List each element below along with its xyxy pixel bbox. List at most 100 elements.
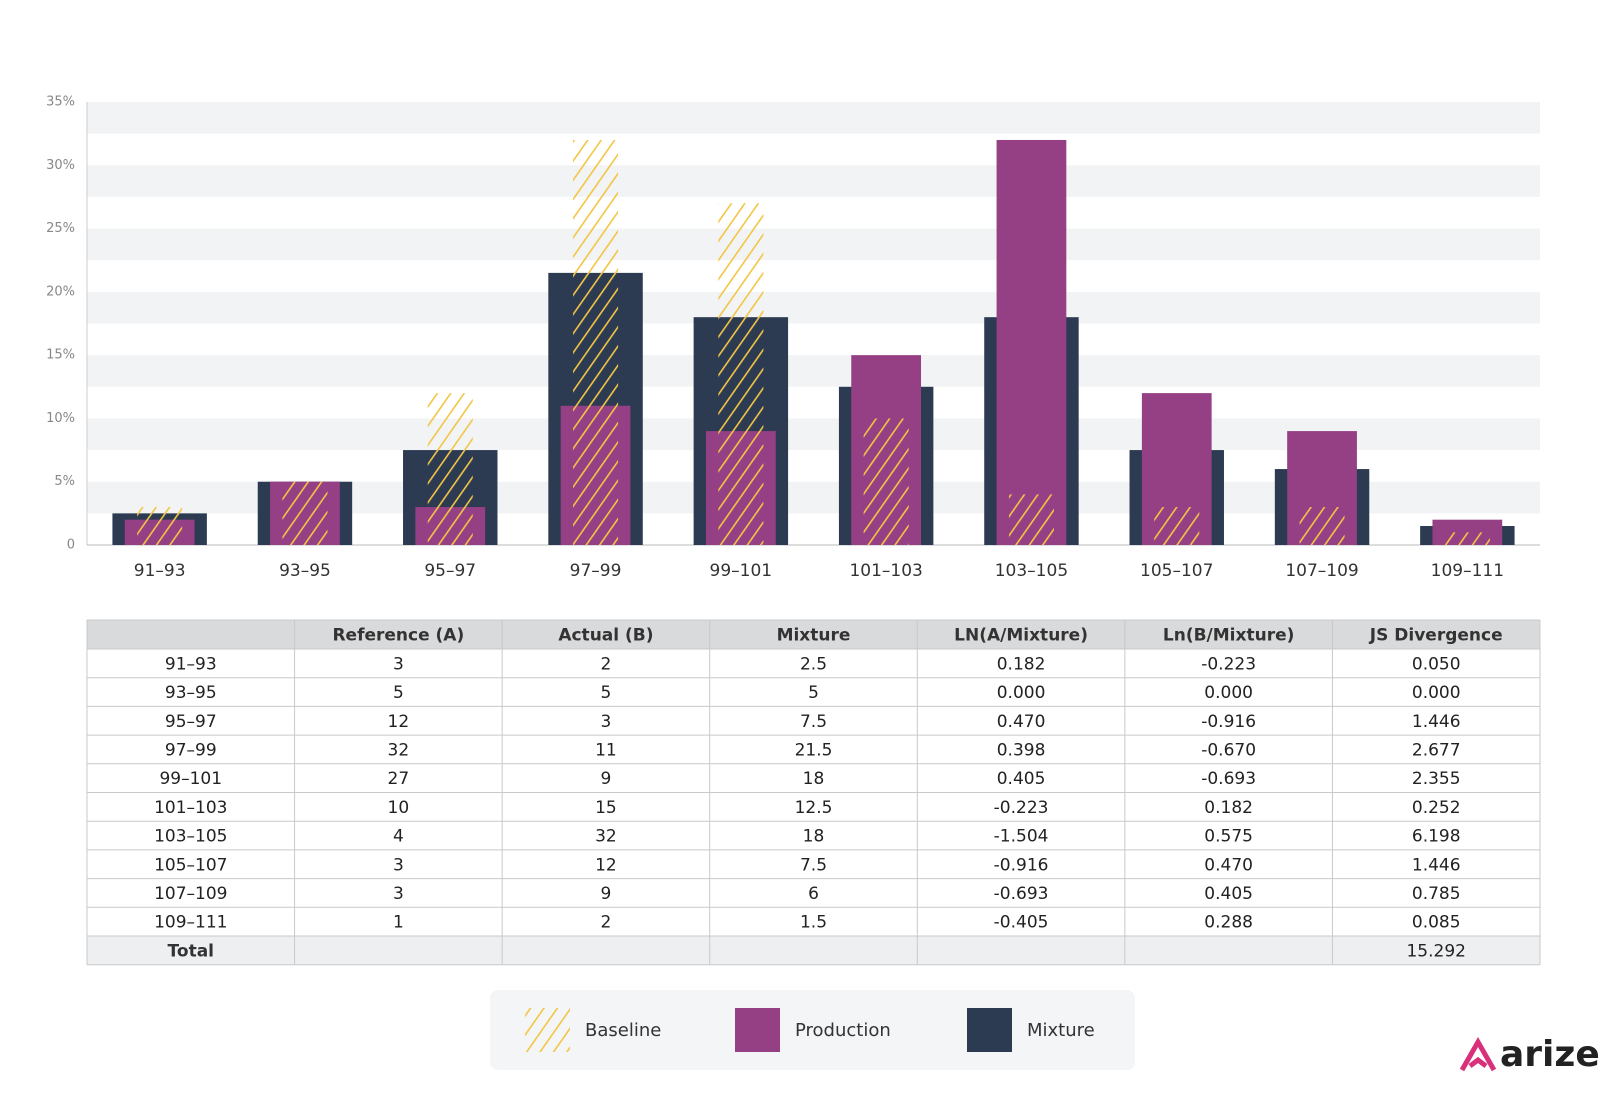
bar [1008, 494, 1054, 545]
table-cell: -0.223 [994, 798, 1049, 818]
table-cell: 12 [595, 855, 617, 875]
table-cell: 99–101 [159, 769, 222, 789]
x-tick-label: 101–103 [849, 561, 922, 581]
table-cell: -0.693 [1201, 769, 1256, 789]
table-cell: 0.575 [1204, 827, 1253, 847]
table-cell: 93–95 [165, 683, 217, 703]
table-cell: 0.470 [997, 712, 1046, 732]
y-tick-label: 20% [46, 284, 75, 299]
legend: Baseline Production Mixture [525, 1008, 1095, 1052]
table-cell: 0.000 [1412, 683, 1461, 703]
table-cell: 97–99 [165, 740, 217, 760]
bar [137, 507, 183, 545]
column-header: Reference (A) [332, 626, 464, 646]
table-cell: 6.198 [1412, 827, 1461, 847]
bar [282, 481, 328, 545]
x-tick-label: 109–111 [1431, 561, 1504, 581]
column-header: Mixture [777, 626, 851, 646]
table-cell: 7.5 [800, 712, 827, 732]
table-cell: 1.5 [800, 913, 827, 933]
bar [996, 139, 1067, 545]
grid-band [87, 355, 1540, 387]
column-header: Ln(B/Mixture) [1163, 626, 1295, 646]
legend-label: Mixture [1027, 1020, 1095, 1041]
table-cell: 0.000 [997, 683, 1046, 703]
x-tick-label: 107–109 [1285, 561, 1358, 581]
table-cell: 0.405 [1204, 884, 1253, 904]
table-cell: 0.050 [1412, 654, 1461, 674]
table-cell: 3 [393, 654, 404, 674]
chart: 0 5% 10% 15% 20% 25% 30% 35% 91–93 93–95 95–97 97–9… [46, 95, 1540, 581]
table-cell: 6 [808, 884, 819, 904]
table-cell: 21.5 [795, 740, 833, 760]
table-cell: -0.405 [994, 913, 1049, 933]
table-cell: 0.252 [1412, 798, 1461, 818]
table-cell: 1 [393, 913, 404, 933]
bar [863, 418, 909, 545]
y-tick-label: 0 [67, 538, 75, 553]
logo-icon [1459, 1036, 1497, 1072]
table-cell: 32 [388, 740, 410, 760]
table-cell: -0.670 [1201, 740, 1256, 760]
column-header: LN(A/Mixture) [954, 626, 1088, 646]
table-cell: 0.288 [1204, 913, 1253, 933]
table-cell: 11 [595, 740, 617, 760]
table-cell: 7.5 [800, 855, 827, 875]
table-cell: -0.223 [1201, 654, 1256, 674]
total-label: Total [168, 941, 214, 961]
bar [718, 203, 764, 545]
table-header-bg [87, 620, 1540, 649]
table-cell: 3 [393, 855, 404, 875]
table-cell: 0.085 [1412, 913, 1461, 933]
y-tick-label: 30% [46, 158, 75, 173]
table: Reference (A) Actual (B) Mixture LN(A/Mixtu… [86, 619, 1541, 966]
grid-band [87, 291, 1540, 324]
table-cell: 2.677 [1412, 740, 1461, 760]
table-cell: 2 [601, 913, 612, 933]
legend-label: Baseline [585, 1020, 661, 1041]
table-cell: 0.398 [997, 740, 1046, 760]
column-header: JS Divergence [1369, 626, 1503, 646]
y-tick-label: 35% [46, 95, 75, 110]
bar [573, 139, 619, 545]
grid-band [87, 102, 1540, 134]
table-cell: 10 [388, 798, 410, 818]
table-cell: -1.504 [994, 827, 1049, 847]
bar [427, 393, 473, 545]
table-cell: 91–93 [165, 654, 217, 674]
table-cell: 0.182 [997, 654, 1046, 674]
x-tick-label: 93–95 [279, 561, 331, 581]
table-cell: 9 [601, 769, 612, 789]
x-tick-label: 95–97 [424, 561, 476, 581]
table-cell: 3 [393, 884, 404, 904]
table-cell: 109–111 [154, 913, 227, 933]
logo: arize [1500, 1034, 1600, 1075]
table-cell: 2.5 [800, 654, 827, 674]
x-tick-label: 97–99 [570, 561, 622, 581]
bar [1444, 532, 1490, 545]
table-cell: 5 [808, 683, 819, 703]
x-tick-label: 103–105 [995, 561, 1068, 581]
table-cell: 12 [388, 712, 410, 732]
table-cell: 15 [595, 798, 617, 818]
table-cell: -0.916 [994, 855, 1049, 875]
table-cell: 2 [601, 654, 612, 674]
table-cell: 105–107 [154, 855, 227, 875]
x-tick-label: 99–101 [710, 561, 773, 581]
table-cell: 9 [601, 884, 612, 904]
legend-swatch [525, 1008, 570, 1052]
table-cell: 32 [595, 827, 617, 847]
grid-band [87, 165, 1540, 197]
y-tick-label: 15% [46, 348, 75, 363]
table-cell: 95–97 [165, 712, 217, 732]
table-cell: 101–103 [154, 798, 227, 818]
table-cell: 3 [601, 712, 612, 732]
table-cell: 2.355 [1412, 769, 1461, 789]
table-cell: 12.5 [795, 798, 833, 818]
table-cell: 107–109 [154, 884, 227, 904]
table-cell: 0.000 [1204, 683, 1253, 703]
column-header: Actual (B) [558, 626, 653, 646]
grid-band [87, 228, 1540, 261]
table-cell: 27 [388, 769, 410, 789]
table-cell: 1.446 [1412, 712, 1461, 732]
